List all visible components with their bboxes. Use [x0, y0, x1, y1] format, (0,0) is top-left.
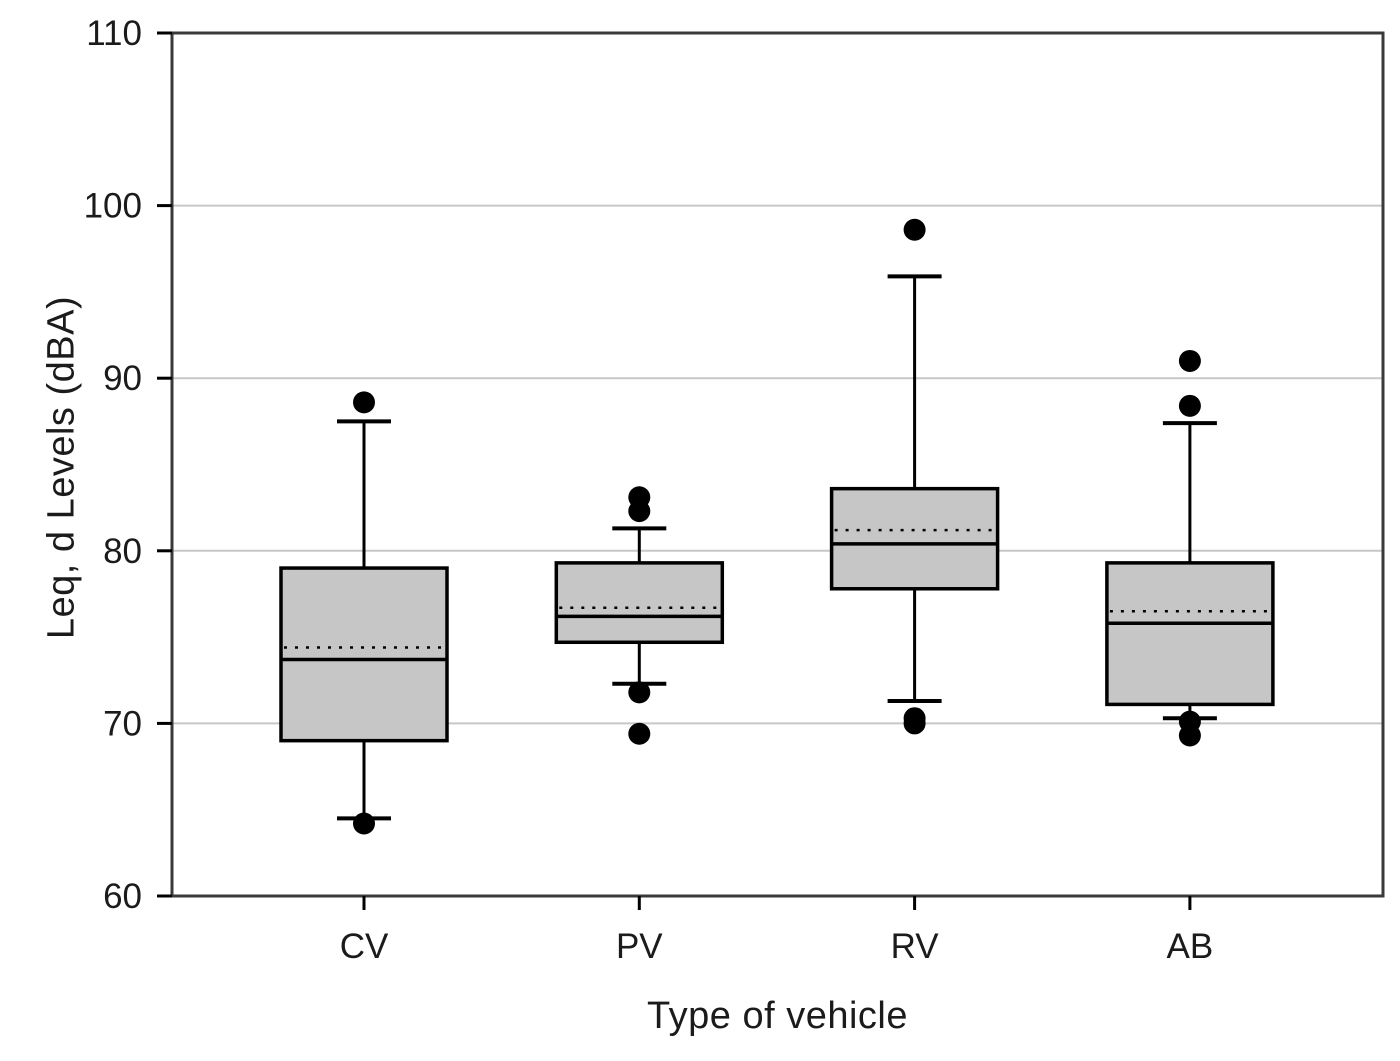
outlier-CV-88.6 [353, 391, 375, 414]
y-tick-label-70: 70 [103, 704, 142, 743]
box-RV [829, 486, 1000, 591]
box-AB [1105, 561, 1275, 707]
box-PV [554, 561, 725, 645]
outlier-CV-64.2 [353, 812, 375, 835]
outlier-RV-98.6 [903, 218, 926, 241]
outlier-AB-69.3 [1178, 724, 1201, 747]
x-axis-title: Type of vehicle [647, 995, 908, 1037]
outlier-AB-91 [1178, 349, 1201, 372]
x-tick-label-AB: AB [1167, 927, 1214, 966]
outlier-AB-88.4 [1178, 394, 1201, 417]
x-tick-label-PV: PV [616, 927, 663, 966]
box-CV [279, 566, 449, 743]
y-tick-label-80: 80 [103, 532, 142, 571]
x-tick-label-CV: CV [340, 927, 389, 966]
outlier-PV-71.8 [628, 681, 651, 704]
y-tick-label-90: 90 [103, 359, 142, 398]
y-tick-label-100: 100 [84, 187, 142, 226]
y-tick-label-60: 60 [103, 877, 142, 916]
y-tick-label-110: 110 [86, 14, 142, 53]
outlier-PV-82.3 [628, 500, 651, 523]
outlier-PV-69.4 [628, 722, 651, 745]
outlier-RV-70 [903, 712, 926, 735]
y-axis-title: Leq, d Levels (dBA) [40, 295, 83, 640]
plot-frame [170, 31, 1385, 898]
x-tick-label-RV: RV [891, 927, 940, 966]
